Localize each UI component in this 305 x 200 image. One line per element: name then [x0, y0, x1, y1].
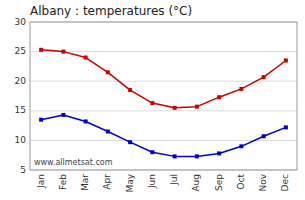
point-marker [284, 58, 288, 62]
x-tick-label: May [125, 173, 135, 192]
y-tick-label: 25 [15, 46, 26, 56]
grid [30, 22, 297, 170]
point-marker [262, 75, 266, 79]
x-tick-label: Jan [36, 174, 46, 189]
point-marker [239, 144, 243, 148]
point-marker [106, 130, 110, 134]
point-marker [84, 119, 88, 123]
point-marker [61, 50, 65, 54]
point-marker [128, 88, 132, 92]
chart-title: Albany : temperatures (°C) [30, 4, 192, 18]
point-marker [173, 154, 177, 158]
chart-container: 5 10 15 20 25 30 Jan Feb Mar Apr May Jun Jul Aug Sep Oc… [0, 0, 305, 200]
x-tick-label: Apr [102, 174, 112, 190]
point-marker [284, 125, 288, 129]
point-marker [39, 48, 43, 52]
x-tick-label: Sep [214, 174, 224, 191]
point-marker [195, 154, 199, 158]
point-marker [173, 106, 177, 110]
page: {"chart_data": {"type": "line", "title":… [0, 0, 305, 200]
data-group [39, 48, 288, 159]
plot-frame [30, 22, 297, 170]
point-marker [239, 87, 243, 91]
x-tick-label: Nov [258, 173, 268, 191]
point-marker [217, 151, 221, 155]
point-marker [61, 113, 65, 117]
point-marker [39, 118, 43, 122]
point-marker [195, 105, 199, 109]
y-tick-label: 20 [15, 76, 27, 86]
series [39, 48, 288, 110]
point-marker [217, 95, 221, 99]
axes: 5 10 15 20 25 30 Jan Feb Mar Apr May Jun Jul Aug Sep Oc… [15, 17, 297, 193]
x-tick-label: Aug [191, 174, 201, 192]
x-tick-label: Jun [147, 174, 157, 189]
point-marker [128, 140, 132, 144]
chart-svg: 5 10 15 20 25 30 Jan Feb Mar Apr May Jun Jul Aug Sep Oc… [0, 0, 305, 200]
y-tick-label: 15 [15, 105, 26, 115]
point-marker [150, 150, 154, 154]
y-tick-label: 10 [15, 135, 27, 145]
point-marker [106, 70, 110, 74]
x-tick-label: Dec [280, 174, 290, 191]
y-tick-label: 5 [20, 165, 26, 175]
x-tick-label: Jul [169, 174, 179, 186]
watermark: www.allmetsat.com [34, 158, 113, 167]
series-line [41, 115, 286, 156]
x-tick-label: Feb [58, 174, 68, 190]
y-tick-label: 30 [15, 17, 27, 27]
series-line [41, 50, 286, 108]
point-marker [84, 56, 88, 60]
x-tick-label: Oct [236, 174, 246, 190]
x-tick-label: Mar [80, 174, 90, 191]
grid-line [30, 51, 297, 52]
series [39, 113, 288, 158]
grid-line [30, 110, 297, 111]
point-marker [262, 134, 266, 138]
point-marker [150, 101, 154, 105]
